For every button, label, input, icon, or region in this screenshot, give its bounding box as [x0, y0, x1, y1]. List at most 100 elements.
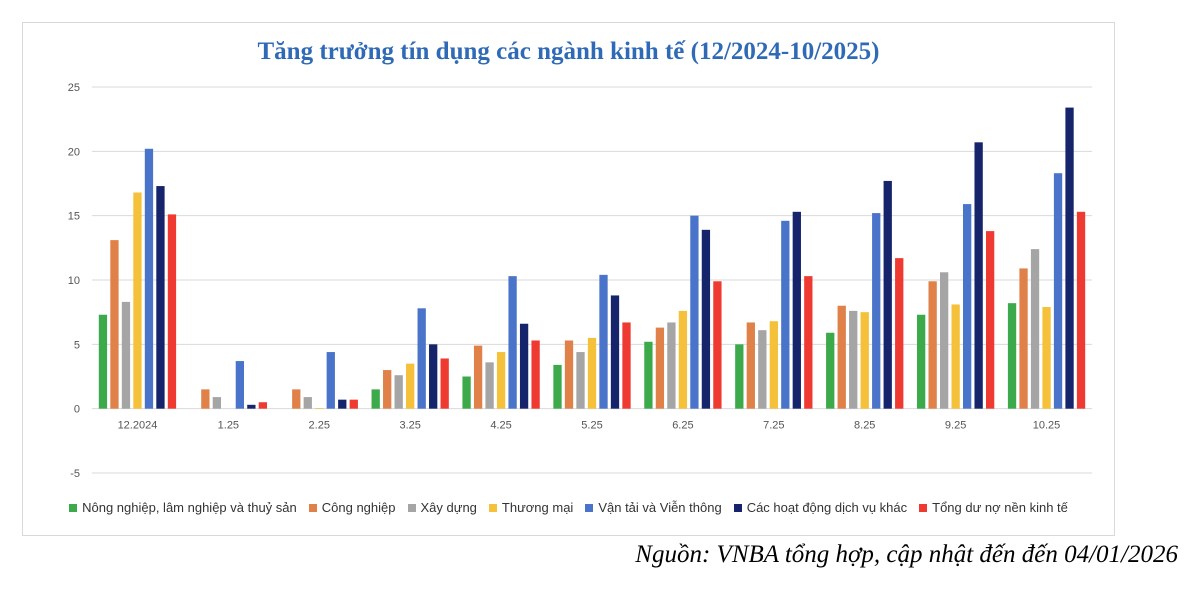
bar — [292, 389, 301, 409]
legend-item: Công nghiệp — [308, 500, 396, 515]
bar — [258, 402, 268, 409]
bar — [985, 231, 995, 409]
bar — [746, 322, 755, 409]
y-tick-label: -5 — [70, 468, 80, 480]
legend-label: Thương mại — [501, 500, 574, 515]
bar — [849, 310, 858, 409]
bar — [156, 186, 165, 409]
bar — [576, 352, 585, 409]
bar — [201, 389, 210, 409]
legend-item: Các hoạt động dịch vụ khác — [733, 500, 908, 515]
bar — [735, 344, 744, 409]
bar — [781, 220, 790, 409]
legend-item: Xây dựng — [407, 500, 477, 515]
bar — [417, 308, 426, 409]
bar — [792, 211, 801, 409]
bar — [713, 281, 722, 409]
bar — [167, 214, 177, 409]
x-tick-label: 8.25 — [854, 420, 875, 432]
bar — [804, 276, 813, 409]
bar — [406, 363, 415, 409]
bar — [394, 375, 403, 409]
bar — [553, 364, 562, 409]
x-tick-label: 5.25 — [581, 420, 602, 432]
chart-title: Tăng trưởng tín dụng các ngành kinh tế (… — [257, 38, 880, 65]
bar — [303, 397, 312, 409]
legend-item: Nông nghiệp, lâm nghiệp và thuỷ sản — [69, 500, 297, 515]
bar — [531, 340, 540, 409]
chart-frame — [22, 22, 1115, 536]
bar — [1007, 303, 1017, 409]
bar — [485, 362, 494, 409]
bar — [473, 345, 483, 409]
legend-label: Các hoạt động dịch vụ khác — [746, 500, 908, 515]
bar — [1065, 107, 1074, 409]
bar — [338, 399, 347, 409]
x-tick-label: 6.25 — [672, 420, 693, 432]
bar — [962, 204, 972, 409]
y-tick-label: 5 — [74, 339, 80, 351]
bar — [701, 229, 711, 409]
bar — [644, 341, 653, 409]
bar — [599, 274, 608, 409]
bar — [587, 337, 597, 409]
bar — [349, 399, 358, 409]
bar — [951, 304, 960, 409]
bar — [895, 258, 904, 409]
y-tick-label: 0 — [74, 404, 80, 416]
bar — [564, 340, 574, 409]
bar — [622, 322, 631, 409]
bar — [440, 358, 449, 409]
bar — [508, 276, 517, 409]
bar — [939, 272, 949, 409]
bar — [826, 332, 835, 409]
bar — [247, 404, 256, 409]
x-tick-label: 12.2024 — [118, 420, 158, 432]
bar — [883, 180, 892, 409]
bar — [860, 312, 869, 409]
legend-swatch — [488, 503, 497, 512]
bar — [974, 142, 983, 409]
chart-legend: Nông nghiệp, lâm nghiệp và thuỷ sản Công … — [22, 500, 1115, 515]
y-tick-label: 15 — [68, 211, 80, 223]
bar — [1042, 307, 1051, 409]
legend-swatch — [733, 503, 742, 512]
bar — [371, 389, 380, 409]
x-tick-label: 9.25 — [945, 420, 966, 432]
legend-item: Vận tải và Viễn thông — [585, 500, 722, 515]
bar — [212, 397, 222, 409]
bar — [98, 314, 108, 409]
bar — [610, 295, 620, 409]
legend-swatch — [69, 503, 78, 512]
x-tick-label: 2.25 — [309, 420, 330, 432]
bar — [133, 192, 142, 409]
legend-swatch — [407, 503, 416, 512]
legend-label: Tổng dư nợ nền kinh tế — [932, 500, 1068, 515]
y-tick-label: 25 — [68, 82, 80, 94]
bar — [872, 213, 881, 409]
legend-swatch — [585, 503, 594, 512]
bar — [1076, 211, 1086, 409]
bar — [1053, 173, 1063, 409]
x-tick-label: 7.25 — [763, 420, 784, 432]
bar — [496, 352, 506, 409]
bar — [315, 408, 324, 409]
bar — [429, 344, 438, 409]
bar — [519, 323, 529, 409]
legend-item: Thương mại — [488, 500, 574, 515]
x-tick-label: 4.25 — [490, 420, 511, 432]
x-tick-label: 3.25 — [399, 420, 420, 432]
bar — [462, 376, 471, 409]
x-tick-label: 10.25 — [1033, 420, 1061, 432]
y-tick-label: 20 — [68, 146, 80, 158]
bar — [383, 370, 392, 409]
bar — [110, 240, 119, 409]
bar — [1019, 268, 1028, 409]
bar — [144, 148, 154, 409]
legend-swatch — [919, 503, 928, 512]
bar — [758, 330, 767, 409]
bar — [326, 352, 335, 409]
bar — [235, 361, 245, 409]
bar — [667, 322, 676, 409]
